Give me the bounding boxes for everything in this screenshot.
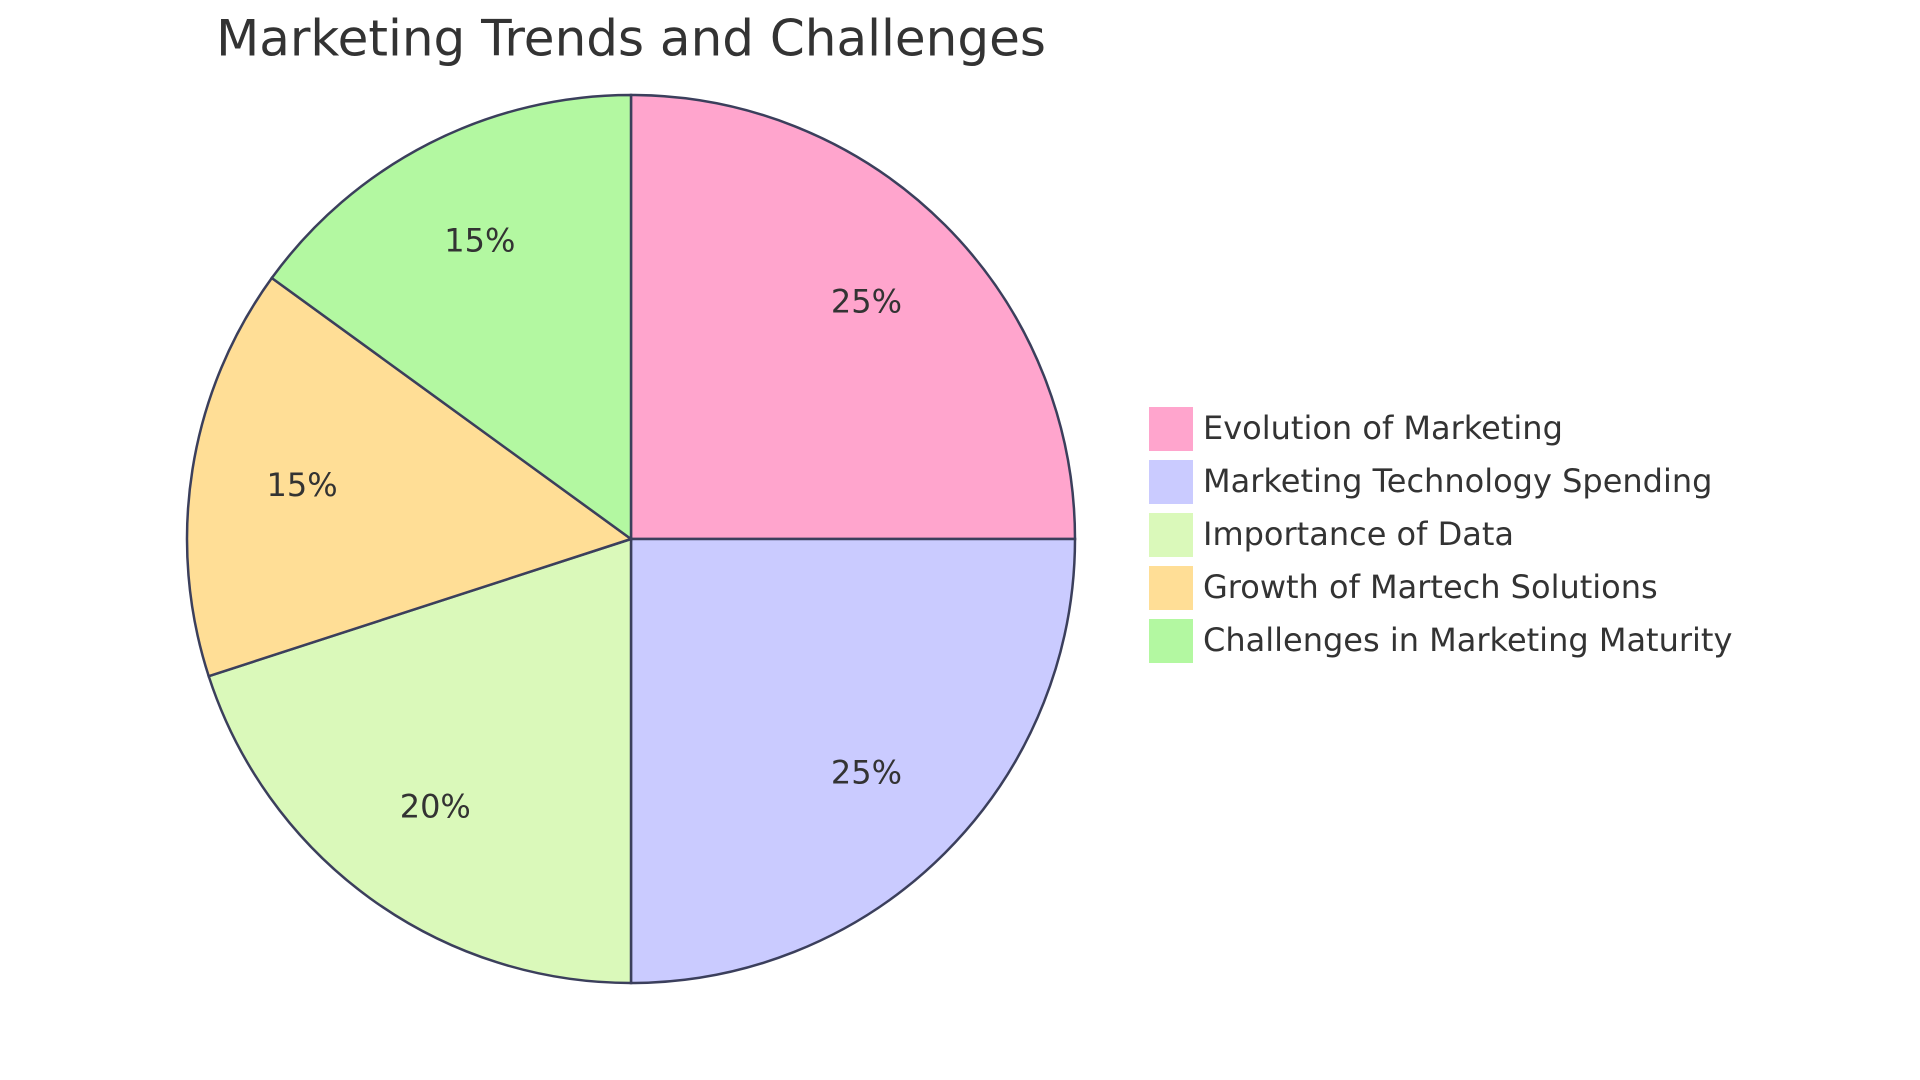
legend-label: Importance of Data — [1203, 515, 1514, 553]
legend-label: Marketing Technology Spending — [1203, 462, 1712, 500]
legend-label: Growth of Martech Solutions — [1203, 568, 1658, 606]
slice-label: 15% — [444, 221, 515, 259]
chart-title: Marketing Trends and Challenges — [216, 10, 1046, 68]
pie-slice — [185, 276, 634, 678]
pie-slice — [629, 537, 1077, 985]
slice-label: 25% — [831, 753, 902, 791]
legend-swatch — [1149, 619, 1193, 663]
legend-swatch — [1149, 407, 1193, 451]
slice-label: 20% — [400, 787, 471, 825]
legend-swatch — [1149, 566, 1193, 610]
slice-label: 25% — [831, 283, 902, 321]
pie-slice — [629, 93, 1077, 541]
legend-label: Challenges in Marketing Maturity — [1203, 621, 1732, 659]
slice-label: 15% — [267, 466, 338, 504]
pie-slice — [207, 537, 633, 985]
legend-swatch — [1149, 460, 1193, 504]
pie-slice — [270, 93, 633, 542]
legend-swatch — [1149, 513, 1193, 557]
legend-label: Evolution of Marketing — [1203, 409, 1563, 447]
